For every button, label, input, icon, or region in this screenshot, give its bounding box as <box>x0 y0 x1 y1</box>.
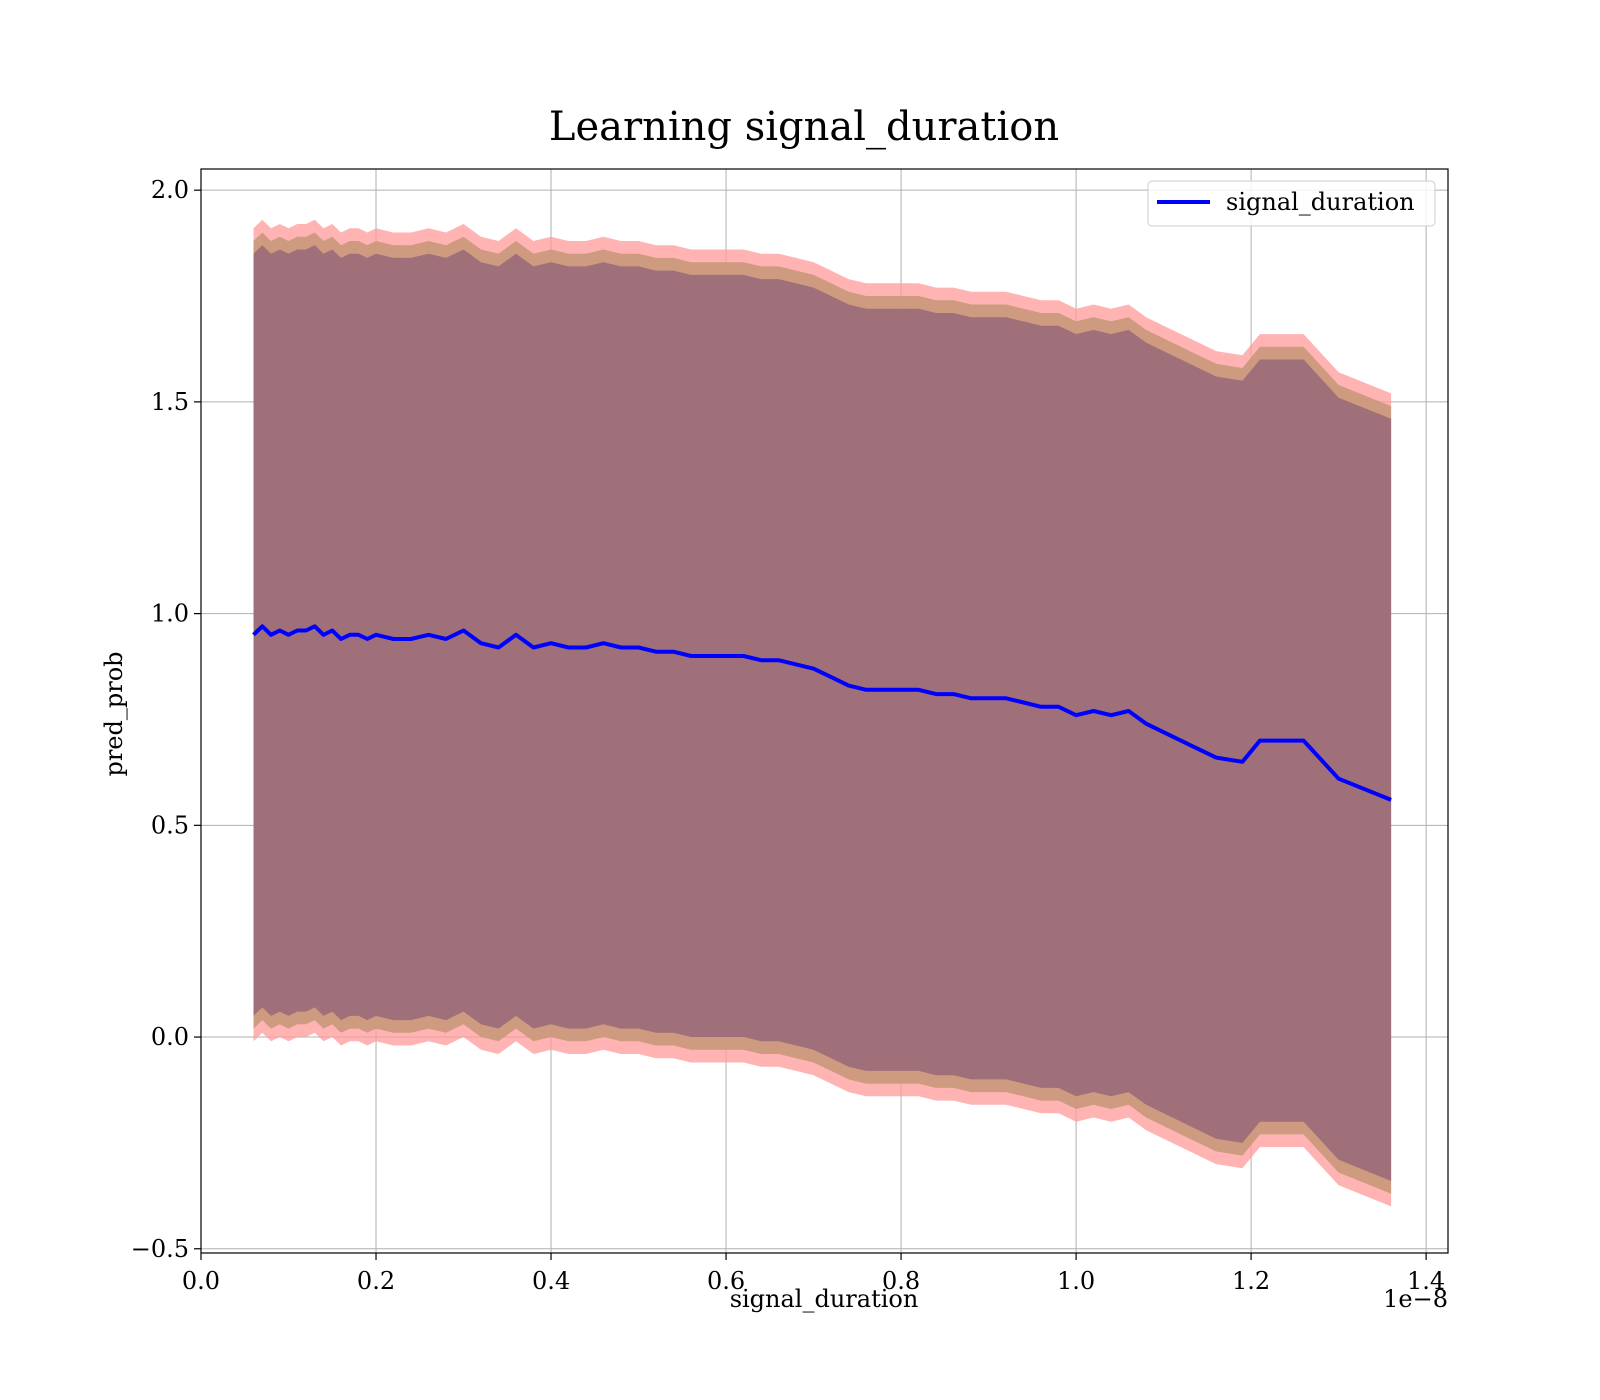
y-tick-label: 1.5 <box>151 388 189 416</box>
legend-label: signal_duration <box>1226 188 1415 216</box>
y-tick-label: 1.0 <box>151 600 189 628</box>
x-tick-label: 1.4 <box>1407 1267 1445 1295</box>
y-axis-label: pred_prob <box>100 651 128 776</box>
x-tick-label: 1.2 <box>1232 1267 1270 1295</box>
x-axis-label: signal_duration <box>730 1285 919 1313</box>
x-tick-label: 0.2 <box>357 1267 395 1295</box>
legend-box <box>1147 180 1436 227</box>
x-tick-label: 0.6 <box>707 1267 745 1295</box>
x-tick-label: 0.8 <box>882 1267 920 1295</box>
confidence-bands <box>253 219 1392 1207</box>
inner-confidence-band <box>253 245 1392 1181</box>
x-tick-label: 0.0 <box>182 1267 220 1295</box>
x-axis-offset-label: 1e−8 <box>1383 1285 1448 1313</box>
series-lines <box>252 624 1392 802</box>
plot-frame <box>200 168 1449 1254</box>
series-line-signal-duration <box>252 624 1392 802</box>
x-tick-label: 1.0 <box>1057 1267 1095 1295</box>
y-tick-label: 2.0 <box>151 176 189 204</box>
x-axis-ticks: 0.0 0.2 0.4 0.6 0.8 1.0 1.2 1.4 <box>182 1253 1445 1295</box>
chart-title: Learning signal_duration <box>549 104 1059 150</box>
x-tick-label: 0.4 <box>532 1267 570 1295</box>
y-tick-label: 0.5 <box>151 811 189 839</box>
y-tick-label: −0.5 <box>131 1235 189 1263</box>
legend: signal_duration <box>1147 180 1436 227</box>
y-tick-label: 0.0 <box>151 1023 189 1051</box>
y-axis-ticks: −0.5 0.0 0.5 1.0 1.5 2.0 <box>131 176 201 1263</box>
